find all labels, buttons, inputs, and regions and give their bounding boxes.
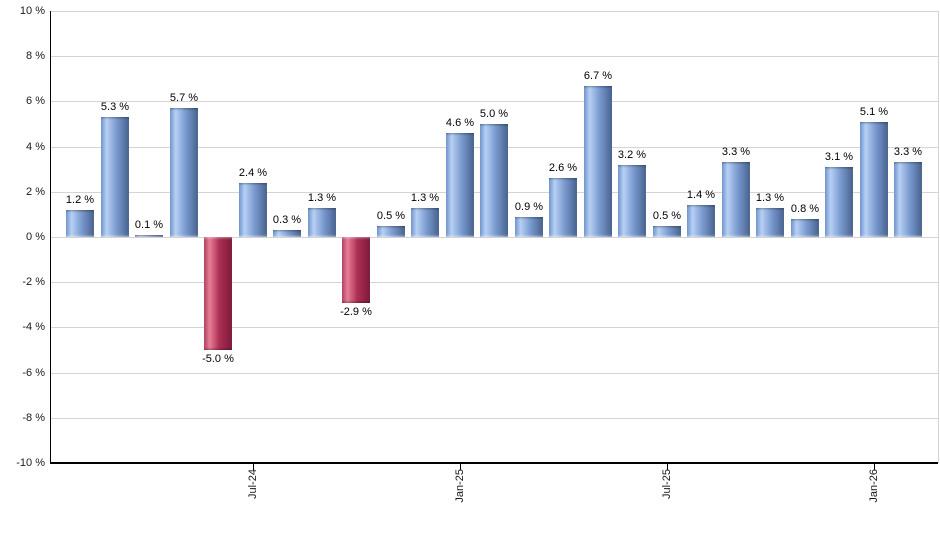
- x-tick-label: Jul-25: [661, 469, 673, 499]
- x-tick: [253, 464, 254, 470]
- bar: [515, 217, 543, 237]
- bar: [446, 133, 474, 237]
- y-gridline: [50, 418, 938, 419]
- y-axis-label: -10 %: [16, 457, 45, 469]
- bar: [135, 235, 163, 237]
- bar: [687, 205, 715, 237]
- y-axis-label: -6 %: [22, 367, 45, 379]
- bar: [377, 226, 405, 237]
- y-gridline: [50, 282, 938, 283]
- bar: [653, 226, 681, 237]
- bar: [273, 230, 301, 237]
- bar-value-label: 3.3 %: [721, 146, 751, 158]
- bar: [239, 183, 267, 237]
- bar: [860, 122, 888, 237]
- bar-value-label: 1.3 %: [755, 192, 785, 204]
- bar-value-label: 1.3 %: [307, 192, 337, 204]
- bar-value-label: -5.0 %: [202, 353, 234, 365]
- bar: [342, 237, 370, 303]
- bar-value-label: 5.3 %: [100, 101, 130, 113]
- y-gridline: [50, 237, 938, 238]
- bar: [66, 210, 94, 237]
- bar-value-label: 3.1 %: [824, 151, 854, 163]
- bar-value-label: 3.3 %: [893, 146, 923, 158]
- bar-value-label: 0.1 %: [134, 219, 164, 231]
- y-axis-label: 4 %: [26, 141, 45, 153]
- bar-value-label: 0.8 %: [790, 203, 820, 215]
- bar-value-label: 4.6 %: [445, 117, 475, 129]
- bar-value-label: 0.9 %: [514, 201, 544, 213]
- bar-value-label: 3.2 %: [617, 149, 647, 161]
- bar-value-label: 0.5 %: [652, 210, 682, 222]
- bar-value-label: 5.0 %: [479, 108, 509, 120]
- bar: [618, 165, 646, 237]
- bar: [825, 167, 853, 237]
- y-gridline: [50, 101, 938, 102]
- y-axis-label: 2 %: [26, 186, 45, 198]
- y-axis-label: -2 %: [22, 276, 45, 288]
- y-axis-label: 10 %: [19, 5, 45, 17]
- bar-value-label: 2.6 %: [548, 162, 578, 174]
- bar-value-label: 0.5 %: [376, 210, 406, 222]
- bar-value-label: 2.4 %: [238, 167, 268, 179]
- bar: [584, 86, 612, 237]
- bar-value-label: 5.1 %: [859, 106, 889, 118]
- x-tick: [667, 464, 668, 470]
- bar-value-label: 1.2 %: [65, 194, 95, 206]
- bar: [411, 208, 439, 237]
- y-gridline: [50, 11, 938, 12]
- bar-value-label: 6.7 %: [583, 70, 613, 82]
- bar: [756, 208, 784, 237]
- bar: [101, 117, 129, 237]
- y-axis: [50, 11, 51, 463]
- bar: [170, 108, 198, 237]
- bar-value-label: 0.3 %: [272, 214, 302, 226]
- x-tick: [874, 464, 875, 470]
- x-tick-label: Jan-25: [454, 469, 466, 503]
- bar: [722, 162, 750, 237]
- plot-right-border: [938, 11, 939, 463]
- x-tick-label: Jan-26: [868, 469, 880, 503]
- y-gridline: [50, 56, 938, 57]
- y-axis-label: 0 %: [26, 231, 45, 243]
- bar-value-label: 5.7 %: [169, 92, 199, 104]
- bar: [894, 162, 922, 237]
- bar: [791, 219, 819, 237]
- y-axis-label: -8 %: [22, 412, 45, 424]
- bar: [308, 208, 336, 237]
- y-axis-label: 6 %: [26, 95, 45, 107]
- y-axis-label: 8 %: [26, 50, 45, 62]
- bar-value-label: 1.3 %: [410, 192, 440, 204]
- y-gridline: [50, 373, 938, 374]
- y-gridline: [50, 327, 938, 328]
- bar: [204, 237, 232, 350]
- bar-value-label: 1.4 %: [686, 189, 716, 201]
- x-axis: [50, 462, 938, 464]
- bar: [549, 178, 577, 237]
- bar-value-label: -2.9 %: [340, 306, 372, 318]
- x-tick: [460, 464, 461, 470]
- x-tick-label: Jul-24: [247, 469, 259, 499]
- y-axis-label: -4 %: [22, 321, 45, 333]
- bar: [480, 124, 508, 237]
